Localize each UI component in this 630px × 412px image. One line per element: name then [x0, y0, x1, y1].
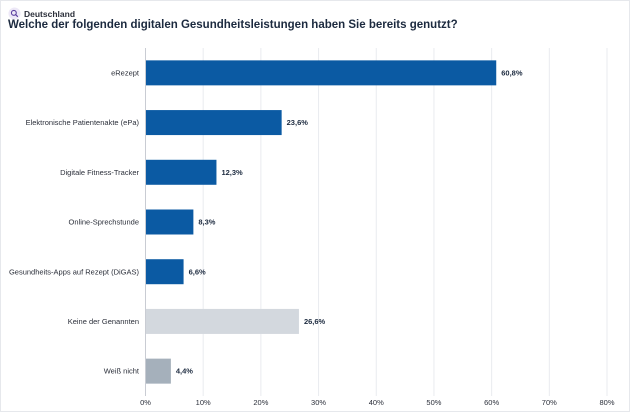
category-label: Online-Sprechstunde	[69, 218, 139, 227]
value-label: 26,6%	[304, 317, 326, 326]
bars	[146, 60, 497, 384]
labels: 0% 10% 20% 30% 40% 50% 60% 70% 80% eRezept 60,8% El…	[9, 68, 615, 407]
category-label: eRezept	[111, 68, 140, 77]
value-label: 6,6%	[189, 267, 206, 276]
bar	[146, 159, 217, 185]
x-tick-label: 40%	[369, 398, 384, 407]
bar	[146, 209, 194, 235]
value-label: 8,3%	[198, 218, 215, 227]
category-label: Gesundheits-Apps auf Rezept (DiGAS)	[9, 267, 140, 276]
bar	[146, 308, 299, 334]
bar	[146, 60, 497, 86]
bar	[146, 259, 184, 285]
category-label: Weiß nicht	[104, 367, 140, 376]
value-label: 23,6%	[287, 118, 309, 127]
category-label: Elektronische Patientenakte (ePa)	[26, 118, 140, 127]
bar	[146, 358, 171, 384]
value-label: 60,8%	[501, 68, 523, 77]
category-label: Keine der Genannten	[68, 317, 139, 326]
x-tick-label: 10%	[196, 398, 211, 407]
bar	[146, 110, 282, 136]
region-label: Deutschland	[24, 8, 76, 19]
x-tick-label: 30%	[311, 398, 326, 407]
x-tick-label: 60%	[484, 398, 499, 407]
x-tick-label: 70%	[542, 398, 557, 407]
x-tick-label: 80%	[599, 398, 614, 407]
x-tick-label: 20%	[253, 398, 268, 407]
chart-title: Welche der folgenden digitalen Gesundhei…	[8, 19, 458, 31]
category-label: Digitale Fitness-Tracker	[60, 168, 139, 177]
x-tick-label: 50%	[426, 398, 441, 407]
value-label: 4,4%	[176, 367, 193, 376]
value-label: 12,3%	[221, 168, 243, 177]
grid-lines	[145, 48, 608, 396]
x-tick-label: 0%	[140, 398, 151, 407]
search-icon	[8, 7, 21, 20]
region-header: Deutschland	[8, 7, 75, 20]
